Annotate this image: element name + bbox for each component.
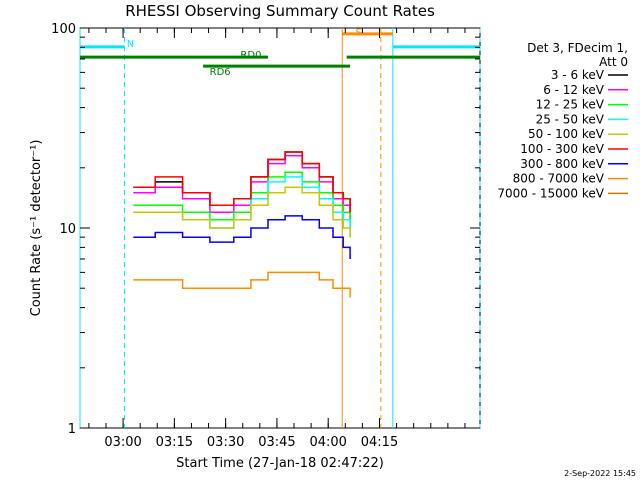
legend-item-label: 25 - 50 keV [536, 112, 605, 126]
legend-item-label: 300 - 800 keV [520, 157, 604, 171]
legend-item-label: 50 - 100 keV [528, 127, 605, 141]
axes: 1 10 100 03:00 03:15 03:30 03:45 04:00 04:15 [51, 22, 480, 450]
series-layer [133, 151, 351, 298]
series-line-3 [133, 176, 351, 238]
chart-title: RHESSI Observing Summary Count Rates [125, 2, 435, 20]
series-line-7 [133, 271, 351, 298]
series-line-6 [133, 215, 351, 259]
y-tick-label: 100 [51, 22, 76, 37]
y-axis-label: Count Rate (s⁻¹ detector⁻¹) [29, 140, 44, 317]
plot-frame [79, 27, 481, 429]
x-tick-label: 04:15 [361, 435, 398, 450]
x-axis-label: Start Time (27-Jan-18 02:47:22) [176, 456, 384, 471]
x-tick-label: 03:45 [258, 435, 295, 450]
series-line-2 [133, 171, 351, 228]
legend-item-label: 12 - 25 keV [536, 98, 605, 112]
x-tick-label: 03:00 [104, 435, 141, 450]
legend-item-label: 7000 - 15000 keV [497, 186, 604, 200]
x-tick-label: 03:15 [156, 435, 193, 450]
y-tick-label: 10 [59, 222, 76, 237]
series-line-4 [133, 186, 351, 238]
annotation-rd0: RD0 [240, 50, 261, 61]
x-tick-label: 04:00 [309, 435, 346, 450]
annotation-n: N [127, 39, 134, 50]
legend-item-label: 6 - 12 keV [543, 83, 605, 97]
legend-item-label: 100 - 300 keV [520, 142, 604, 156]
annotation-rd6: RD6 [210, 67, 231, 78]
legend-item-label: 800 - 7000 keV [513, 172, 605, 186]
interval-markers: N S RD0 RD6 [79, 28, 481, 428]
series-line-5 [133, 151, 351, 213]
x-tick-label: 03:30 [207, 435, 244, 450]
timestamp: 2-Sep-2022 15:45 [564, 469, 636, 478]
legend-item-label: 3 - 6 keV [551, 68, 605, 82]
legend-header: Det 3, FDecim 1, [527, 41, 628, 55]
y-tick-label: 1 [68, 422, 76, 437]
annotation-s: S [355, 28, 361, 39]
legend-header: Att 0 [599, 55, 628, 69]
